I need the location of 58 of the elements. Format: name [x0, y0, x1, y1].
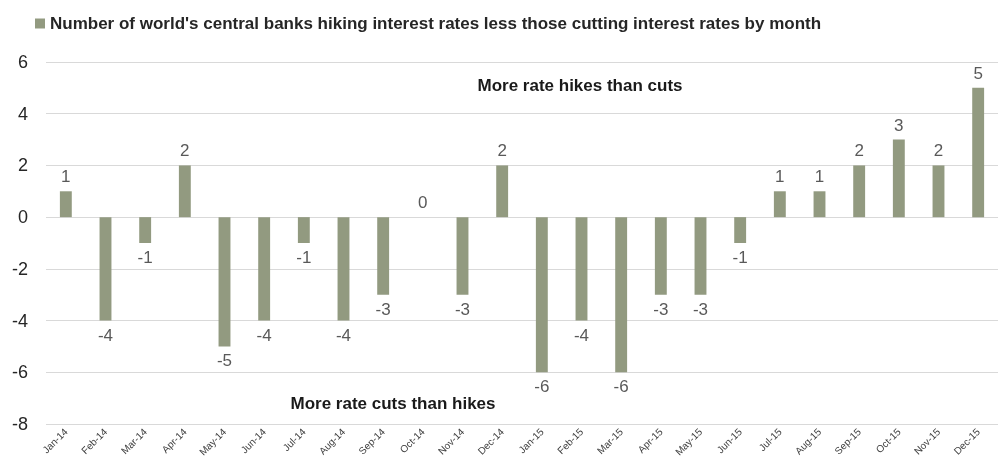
bar: [972, 87, 985, 218]
y-tick-label: 6: [17, 52, 28, 72]
data-label: -5: [216, 351, 233, 371]
bar: [615, 217, 628, 373]
data-label: 2: [933, 141, 944, 161]
data-label: 2: [854, 141, 864, 161]
y-tick-label: -2: [11, 258, 28, 279]
data-label: -4: [335, 325, 352, 345]
data-label: -1: [732, 248, 748, 267]
data-label: -3: [653, 299, 669, 319]
bar: [892, 139, 905, 218]
data-label: 1: [61, 167, 71, 187]
bar: [218, 217, 231, 347]
data-label: 0: [418, 193, 428, 213]
data-label: 2: [497, 141, 507, 161]
data-label: -3: [375, 299, 391, 319]
y-tick-label: 0: [17, 207, 28, 228]
data-label: 1: [814, 167, 825, 187]
bar: [535, 217, 548, 373]
bar: [59, 191, 72, 218]
bar: [575, 217, 588, 321]
bar: [654, 217, 667, 295]
y-tick-label: -8: [11, 414, 28, 434]
data-label: -3: [454, 299, 471, 319]
data-label: -4: [573, 325, 590, 345]
bar: [377, 217, 390, 295]
data-label: -4: [256, 325, 272, 345]
bar: [178, 165, 191, 218]
data-label: 3: [894, 115, 904, 135]
data-label: -1: [137, 248, 153, 267]
bar: [139, 217, 152, 243]
data-label: -1: [296, 248, 312, 267]
bar: [456, 217, 469, 295]
bar: [932, 165, 945, 218]
data-label: -6: [534, 377, 550, 397]
annotation: More rate cuts than hikes: [290, 393, 496, 413]
bar: [734, 217, 747, 243]
bar: [773, 191, 786, 218]
y-tick-label: -4: [11, 310, 28, 331]
data-label: -6: [613, 377, 629, 397]
data-label: -3: [692, 299, 709, 319]
bar: [813, 191, 826, 218]
y-tick-label: 2: [17, 155, 28, 176]
y-tick-label: 4: [17, 103, 28, 124]
data-label: 2: [180, 141, 190, 161]
data-label: 1: [775, 167, 785, 187]
bar: [258, 217, 271, 321]
bar: [853, 165, 866, 218]
bar: [99, 217, 112, 321]
bar: [337, 217, 350, 321]
data-label: -4: [97, 325, 114, 345]
annotation: More rate hikes than cuts: [477, 75, 683, 95]
bar: [694, 217, 707, 295]
data-label: 5: [973, 63, 983, 83]
bar: [496, 165, 509, 218]
legend-label: Number of world's central banks hiking interest rates less those cutting interest rates by month: [50, 14, 822, 33]
bar: [297, 217, 310, 243]
y-tick-label: -6: [11, 362, 28, 383]
